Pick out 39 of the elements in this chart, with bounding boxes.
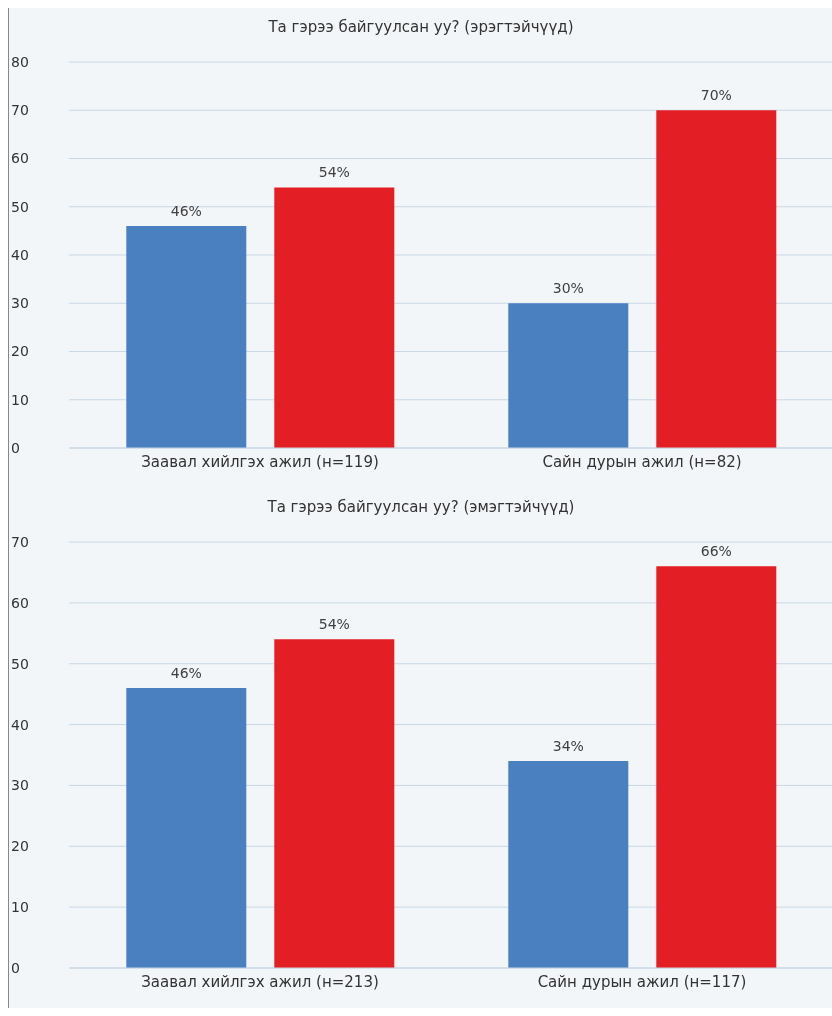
y-tick-label: 10 bbox=[11, 899, 29, 916]
x-tick-label: Сайн дурын ажил (н=82) bbox=[542, 452, 742, 471]
x-tick-label: Заавал хийлгэх ажил (н=213) bbox=[141, 972, 379, 991]
y-tick-label: 0 bbox=[11, 439, 20, 456]
data-label: 70% bbox=[700, 87, 732, 104]
data-label: 30% bbox=[552, 280, 584, 297]
y-tick-label: 10 bbox=[11, 391, 29, 408]
y-tick-label: 50 bbox=[11, 655, 29, 672]
y-tick-label: 20 bbox=[11, 838, 29, 855]
data-label: 46% bbox=[170, 665, 202, 682]
bar bbox=[656, 566, 777, 968]
bar bbox=[508, 761, 629, 968]
chart-title: Та гэрээ байгуулсан уу? (эмэгтэйчүүд) bbox=[266, 497, 576, 518]
y-tick-label: 20 bbox=[11, 343, 29, 360]
y-tick-label: 40 bbox=[11, 716, 29, 733]
bar bbox=[274, 639, 395, 968]
y-tick-label: 70 bbox=[11, 533, 29, 550]
bar bbox=[274, 187, 395, 448]
y-tick-label: 30 bbox=[11, 295, 29, 312]
data-label: 46% bbox=[170, 203, 202, 220]
bar bbox=[126, 226, 247, 448]
bar bbox=[508, 303, 629, 448]
y-tick-label: 30 bbox=[11, 777, 29, 794]
y-tick-label: 50 bbox=[11, 198, 29, 215]
y-tick-label: 0 bbox=[11, 959, 20, 976]
chart-title: Та гэрээ байгуулсан уу? (эрэгтэйчүүд) bbox=[267, 17, 575, 38]
y-tick-label: 40 bbox=[11, 246, 29, 263]
data-label: 66% bbox=[700, 543, 732, 560]
y-tick-label: 60 bbox=[11, 594, 29, 611]
bar bbox=[126, 688, 247, 968]
y-tick-label: 70 bbox=[11, 102, 29, 119]
x-tick-label: Сайн дурын ажил (н=117) bbox=[537, 972, 747, 991]
y-tick-label: 80 bbox=[11, 53, 29, 70]
bar bbox=[656, 110, 777, 448]
data-label: 54% bbox=[318, 164, 350, 181]
x-tick-label: Заавал хийлгэх ажил (н=119) bbox=[141, 452, 379, 471]
data-label: 34% bbox=[552, 738, 584, 755]
y-tick-label: 60 bbox=[11, 150, 29, 167]
data-label: 54% bbox=[318, 616, 350, 633]
